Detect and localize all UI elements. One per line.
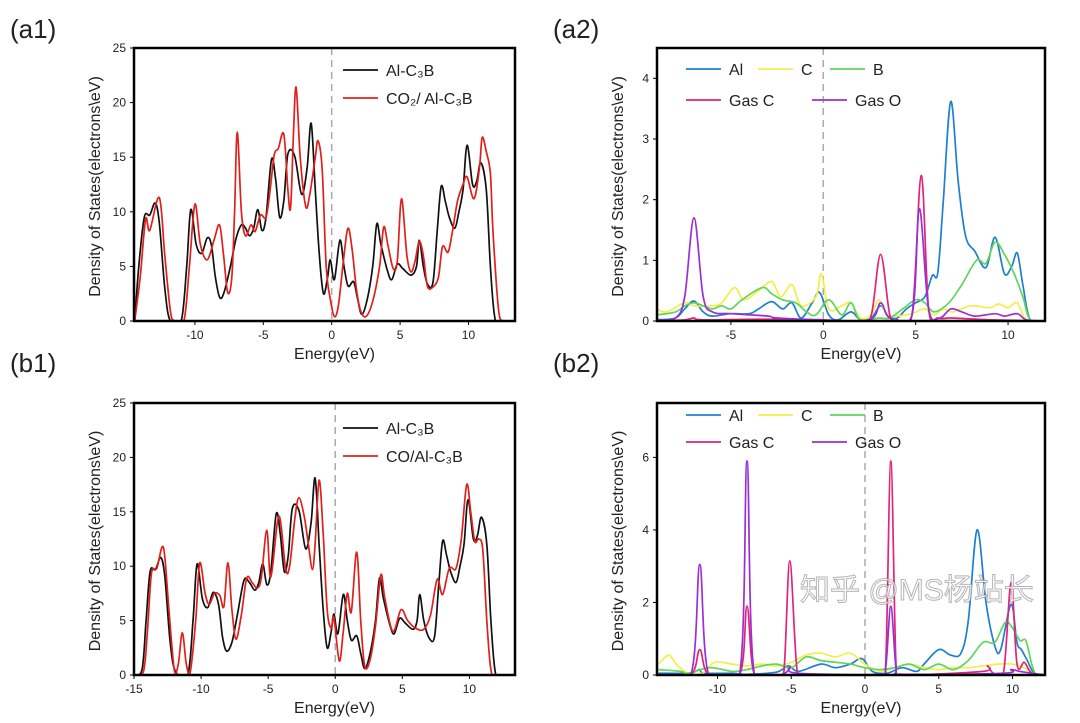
legend: Al-C₃B CO₂/ Al-C₃B	[343, 63, 473, 108]
x-tick-label: -5	[263, 682, 274, 696]
legend-label: Gas C	[729, 435, 774, 452]
chart-panel-a2: (a2) -5 0 5 10 0 1 2 3 4 Energy(eV) Density of Stat…	[553, 14, 1047, 363]
x-tick-label: 10	[462, 328, 476, 342]
legend-label: Gas O	[855, 93, 901, 110]
y-tick-label: 5	[119, 614, 126, 628]
y-tick-label: 6	[642, 450, 649, 464]
x-tick-label: -15	[125, 682, 143, 696]
x-tick-label: 10	[1001, 328, 1015, 342]
chart-panel-a1: (a1) -10 -5 0 5 10 0 5 10 15 20 25 Energy(eV) Density…	[10, 14, 517, 363]
series-line-gas-c	[658, 460, 1045, 675]
y-axis-label: Density of States(electrons\eV)	[610, 76, 627, 297]
legend-label: Al-C₃B	[386, 421, 434, 438]
x-axis-label: Energy(eV)	[821, 346, 902, 363]
series-line-co-al-c-b	[134, 86, 515, 321]
series-line-gas-o	[657, 207, 1045, 321]
legend-label: C	[801, 408, 813, 425]
plot-frame	[132, 46, 517, 323]
series-line-b	[658, 620, 1045, 675]
series-line-al-c-b	[134, 122, 515, 321]
legend-label: C	[801, 62, 813, 79]
legend-label: CO₂/ Al-C₃B	[386, 91, 473, 108]
x-tick-label: 10	[463, 682, 477, 696]
series-line-co-al-c-b	[134, 479, 515, 675]
y-tick-label: 25	[113, 41, 127, 55]
x-tick-label: -10	[186, 328, 204, 342]
y-tick-label: 2	[642, 595, 649, 609]
y-tick-label: 15	[113, 150, 127, 164]
y-axis-label: Density of States(electrons\eV)	[87, 76, 104, 297]
y-axis-label: Density of States(electrons\eV)	[610, 431, 627, 652]
panel-label: (b1)	[10, 348, 56, 378]
x-tick-label: 0	[820, 328, 827, 342]
y-tick-label: 4	[642, 523, 649, 537]
x-tick-label: 5	[912, 328, 919, 342]
legend-label: Al	[729, 62, 743, 79]
x-tick-label: 0	[328, 328, 335, 342]
series-line-al	[657, 100, 1045, 321]
y-tick-label: 15	[113, 505, 127, 519]
y-tick-label: 1	[642, 253, 649, 267]
series-line-al-c-b	[134, 477, 515, 675]
panel-label: (a2)	[553, 14, 599, 44]
y-tick-label: 20	[113, 96, 127, 110]
legend-label: Gas O	[855, 435, 901, 452]
legend-label: Gas C	[729, 93, 774, 110]
plot-frame	[655, 401, 1047, 677]
y-tick-label: 20	[113, 450, 127, 464]
legend: Al C B Gas C Gas O	[686, 408, 901, 452]
x-tick-label: -10	[192, 682, 210, 696]
legend-label: Al	[729, 408, 743, 425]
panel-label: (b2)	[553, 348, 599, 378]
y-tick-label: 0	[642, 314, 649, 328]
x-tick-label: -10	[709, 682, 727, 696]
y-tick-label: 10	[113, 205, 127, 219]
legend-label: CO/Al-C₃B	[386, 449, 463, 466]
y-tick-label: 4	[642, 71, 649, 85]
x-tick-label: 0	[332, 682, 339, 696]
chart-panel-b2: (b2) -10 -5 0 5 10 0 2 4 6 Energy(eV) Density of St…	[553, 348, 1047, 717]
legend-label: B	[873, 408, 884, 425]
x-tick-label: 5	[935, 682, 942, 696]
y-axis-label: Density of States(electrons\eV)	[87, 431, 104, 652]
legend-label: Al-C₃B	[386, 63, 434, 80]
series-line-b	[657, 241, 1045, 321]
legend: Al C B Gas C Gas O	[686, 62, 901, 110]
x-tick-label: -5	[786, 682, 797, 696]
watermark: 知乎 @MS杨站长	[800, 574, 1034, 607]
x-tick-label: -5	[726, 328, 737, 342]
y-tick-label: 2	[642, 193, 649, 207]
x-tick-label: -5	[258, 328, 269, 342]
y-tick-label: 10	[113, 559, 127, 573]
y-tick-label: 0	[119, 668, 126, 682]
x-tick-label: 5	[397, 328, 404, 342]
y-tick-label: 0	[642, 668, 649, 682]
x-axis-label: Energy(eV)	[294, 700, 375, 717]
chart-panel-b1: (b1) -15 -10 -5 0 5 10 0 5 10 15 20 25 Energy(eV) Dens…	[10, 348, 517, 717]
x-tick-label: 5	[399, 682, 406, 696]
series-line-gas-c	[657, 174, 1045, 321]
plot-frame	[655, 46, 1047, 323]
legend-label: B	[873, 62, 884, 79]
y-tick-label: 25	[113, 396, 127, 410]
x-tick-label: 10	[1006, 682, 1020, 696]
x-tick-label: 0	[862, 682, 869, 696]
plot-frame	[132, 401, 517, 677]
panel-label: (a1)	[10, 14, 56, 44]
y-tick-label: 3	[642, 132, 649, 146]
legend: Al-C₃B CO/Al-C₃B	[343, 421, 463, 466]
y-tick-label: 5	[119, 259, 126, 273]
x-axis-label: Energy(eV)	[821, 700, 902, 717]
x-axis-label: Energy(eV)	[294, 346, 375, 363]
y-tick-label: 0	[119, 314, 126, 328]
